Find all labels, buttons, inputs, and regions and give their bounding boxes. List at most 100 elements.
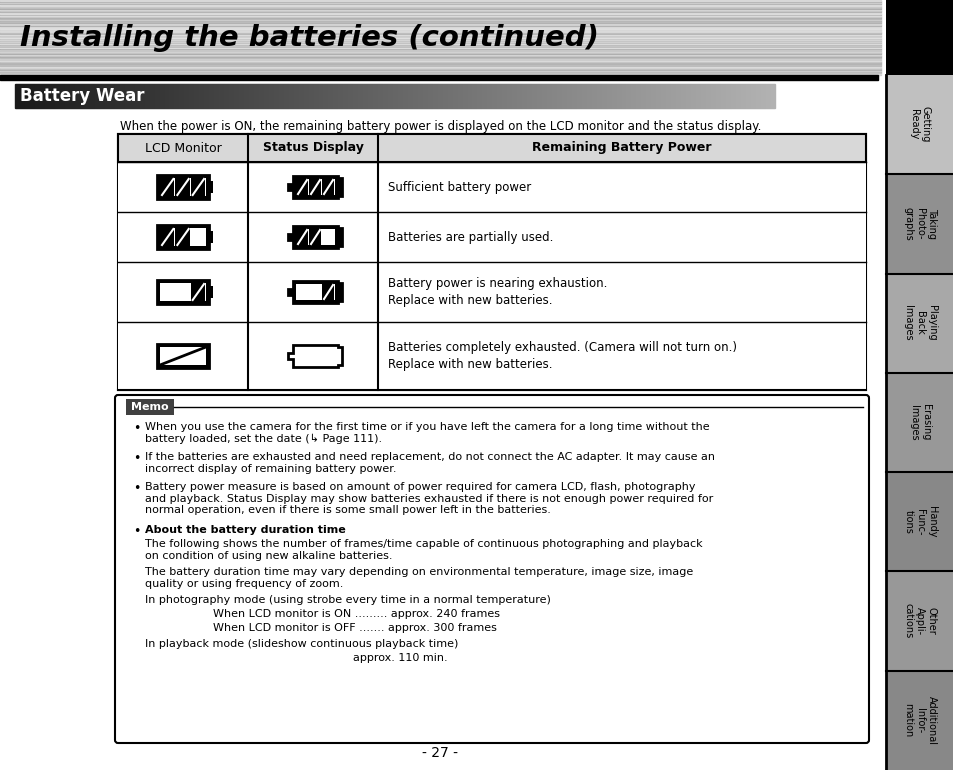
Bar	[306, 84, 307, 108]
Bar	[272, 84, 273, 108]
Bar	[763, 84, 764, 108]
Bar	[209, 286, 213, 298]
Bar	[269, 84, 270, 108]
Bar	[0, 1, 881, 2]
Bar	[42, 84, 43, 108]
Bar	[511, 84, 512, 108]
Bar	[535, 84, 536, 108]
Bar	[0, 63, 881, 64]
Bar	[335, 84, 336, 108]
Bar	[0, 72, 881, 73]
Bar	[0, 28, 881, 29]
Bar	[428, 84, 429, 108]
Bar	[652, 84, 654, 108]
Bar	[273, 84, 274, 108]
Bar	[679, 84, 680, 108]
Bar	[642, 84, 643, 108]
Bar	[29, 84, 30, 108]
Polygon shape	[288, 176, 341, 198]
Bar	[352, 84, 353, 108]
Bar	[83, 84, 84, 108]
Bar	[53, 84, 54, 108]
Bar	[585, 84, 586, 108]
Bar	[0, 27, 881, 28]
Bar	[701, 84, 702, 108]
Bar	[206, 84, 207, 108]
Bar	[128, 84, 129, 108]
Bar	[582, 84, 583, 108]
Bar	[475, 84, 476, 108]
Bar	[689, 84, 690, 108]
Bar	[146, 84, 147, 108]
Bar	[208, 84, 209, 108]
Bar	[91, 84, 92, 108]
Bar	[184, 84, 185, 108]
Bar	[0, 61, 881, 62]
Bar	[169, 84, 170, 108]
Bar	[216, 84, 218, 108]
Bar	[375, 84, 376, 108]
Bar	[160, 228, 206, 246]
Bar	[274, 84, 275, 108]
Bar	[728, 84, 729, 108]
Bar	[501, 84, 502, 108]
Bar	[166, 84, 167, 108]
Bar	[218, 84, 219, 108]
Bar	[553, 84, 554, 108]
Bar	[308, 84, 309, 108]
Bar	[178, 84, 179, 108]
Bar	[529, 84, 530, 108]
Bar	[333, 84, 334, 108]
Bar	[516, 84, 517, 108]
Bar	[421, 84, 422, 108]
Bar	[600, 84, 601, 108]
Bar	[0, 12, 881, 13]
Bar	[662, 84, 663, 108]
Bar	[367, 84, 368, 108]
Text: About the battery duration time: About the battery duration time	[145, 525, 345, 535]
Bar	[771, 84, 772, 108]
Bar	[0, 68, 881, 69]
Bar	[446, 84, 447, 108]
Bar	[268, 84, 269, 108]
Bar	[121, 84, 122, 108]
Bar	[252, 84, 253, 108]
Bar	[354, 84, 355, 108]
Bar	[712, 84, 713, 108]
Bar	[110, 84, 111, 108]
Bar	[525, 84, 526, 108]
Bar	[338, 84, 339, 108]
Bar	[145, 84, 146, 108]
Bar	[413, 84, 414, 108]
Bar	[214, 84, 215, 108]
Bar	[0, 42, 881, 43]
Bar	[498, 84, 499, 108]
Bar	[82, 84, 83, 108]
Bar	[707, 84, 708, 108]
Bar	[44, 84, 45, 108]
Bar	[462, 84, 463, 108]
Bar	[32, 84, 33, 108]
Bar	[659, 84, 660, 108]
Bar	[575, 84, 576, 108]
Bar	[661, 84, 662, 108]
Bar	[399, 84, 400, 108]
Bar	[0, 52, 881, 53]
Bar	[340, 84, 341, 108]
Bar	[240, 84, 241, 108]
Bar	[346, 84, 347, 108]
Bar	[105, 84, 106, 108]
Bar	[28, 84, 29, 108]
Bar	[286, 84, 287, 108]
Bar	[88, 84, 89, 108]
Bar	[490, 84, 491, 108]
Bar	[350, 84, 351, 108]
Bar	[407, 84, 408, 108]
Bar	[275, 84, 276, 108]
Bar	[400, 84, 401, 108]
Bar	[77, 84, 78, 108]
Bar	[203, 84, 204, 108]
Bar	[204, 84, 205, 108]
Bar	[263, 84, 264, 108]
Bar	[517, 84, 518, 108]
